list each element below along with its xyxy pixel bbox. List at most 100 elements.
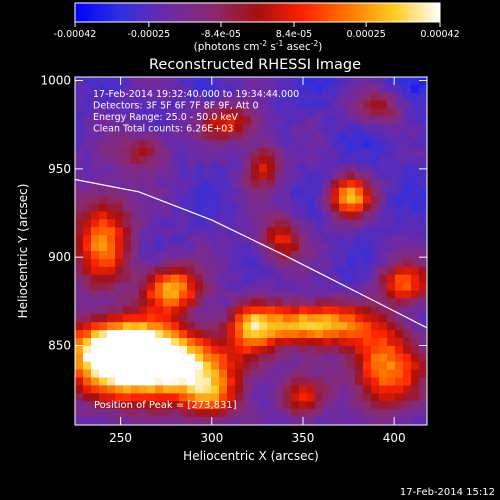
heatmap-cell bbox=[411, 282, 420, 292]
heatmap-cell bbox=[267, 369, 276, 379]
heatmap-cell bbox=[355, 353, 364, 363]
heatmap-cell bbox=[411, 345, 420, 355]
heatmap-cell bbox=[411, 369, 420, 379]
heatmap-cell bbox=[339, 235, 348, 244]
heatmap-cell bbox=[307, 132, 316, 141]
heatmap-cell bbox=[331, 401, 340, 410]
heatmap-cell bbox=[139, 243, 148, 252]
heatmap-cell bbox=[235, 156, 244, 165]
heatmap-cell bbox=[363, 369, 372, 379]
heatmap-cell bbox=[139, 227, 148, 236]
heatmap-cell bbox=[331, 156, 340, 165]
heatmap-cell bbox=[275, 156, 284, 165]
heatmap-cell bbox=[155, 306, 164, 315]
heatmap-cell bbox=[275, 219, 284, 228]
heatmap-cell bbox=[155, 361, 164, 371]
heatmap-cell bbox=[131, 108, 140, 118]
heatmap-cell bbox=[163, 306, 172, 315]
heatmap-cell bbox=[243, 164, 252, 173]
heatmap-cell bbox=[315, 401, 324, 410]
heatmap-cell bbox=[395, 179, 404, 189]
heatmap-cell bbox=[219, 345, 228, 355]
heatmap-cell bbox=[211, 298, 220, 307]
heatmap-cell bbox=[419, 179, 427, 189]
heatmap-cell bbox=[411, 401, 420, 410]
heatmap-cell bbox=[283, 258, 292, 268]
heatmap-cell bbox=[155, 140, 164, 149]
heatmap-cell bbox=[267, 164, 276, 173]
heatmap-cell bbox=[211, 140, 220, 149]
heatmap-cell bbox=[299, 148, 308, 157]
heatmap-cell bbox=[275, 298, 284, 307]
heatmap-cell bbox=[267, 100, 276, 110]
heatmap-cell bbox=[227, 156, 236, 165]
heatmap-cell bbox=[139, 203, 148, 213]
heatmap-cell bbox=[347, 116, 356, 126]
heatmap-cell bbox=[331, 84, 340, 94]
heatmap-cell bbox=[315, 417, 324, 425]
heatmap-cell bbox=[91, 84, 100, 94]
heatmap-cell bbox=[283, 124, 292, 133]
heatmap-cell bbox=[83, 77, 92, 86]
heatmap-cell bbox=[259, 290, 268, 300]
heatmap-cell bbox=[395, 140, 404, 149]
heatmap-cell bbox=[355, 116, 364, 126]
heatmap-cell bbox=[379, 330, 388, 339]
heatmap-cell bbox=[411, 124, 420, 133]
heatmap-cell bbox=[147, 377, 156, 387]
heatmap-cell bbox=[283, 306, 292, 315]
heatmap-cell bbox=[315, 179, 324, 189]
heatmap-cell bbox=[163, 171, 172, 181]
heatmap-cell bbox=[211, 164, 220, 173]
heatmap-cell bbox=[171, 219, 180, 228]
heatmap-cell bbox=[107, 385, 116, 394]
heatmap-cell bbox=[371, 227, 380, 236]
heatmap-cell bbox=[371, 92, 380, 102]
heatmap-cell bbox=[251, 108, 260, 118]
heatmap-cell bbox=[203, 258, 212, 268]
heatmap-cell bbox=[403, 322, 412, 331]
heatmap-cell bbox=[203, 124, 212, 133]
heatmap-cell bbox=[115, 385, 124, 394]
heatmap-cell bbox=[379, 219, 388, 228]
heatmap-cell bbox=[291, 211, 300, 220]
heatmap-cell bbox=[243, 401, 252, 410]
heatmap-cell bbox=[163, 132, 172, 141]
heatmap-cell bbox=[235, 401, 244, 410]
heatmap-cell bbox=[323, 100, 332, 110]
heatmap-cell bbox=[147, 235, 156, 244]
heatmap-cell bbox=[251, 219, 260, 228]
heatmap-cell bbox=[107, 377, 116, 387]
heatmap-cell bbox=[139, 258, 148, 268]
heatmap-cell bbox=[139, 251, 148, 260]
heatmap-cell bbox=[187, 84, 196, 94]
heatmap-cell bbox=[91, 353, 100, 363]
heatmap-cell bbox=[283, 298, 292, 307]
heatmap-cell bbox=[291, 132, 300, 141]
heatmap-cell bbox=[275, 187, 284, 197]
heatmap-cell bbox=[387, 164, 396, 173]
heatmap-cell bbox=[83, 116, 92, 126]
heatmap-cell bbox=[395, 108, 404, 118]
heatmap-cell bbox=[219, 330, 228, 339]
heatmap-cell bbox=[235, 108, 244, 118]
heatmap-cell bbox=[171, 116, 180, 126]
heatmap-cell bbox=[235, 417, 244, 425]
heatmap-cell bbox=[227, 235, 236, 244]
heatmap-cell bbox=[187, 330, 196, 339]
heatmap-cell bbox=[355, 171, 364, 181]
heatmap-cell bbox=[131, 274, 140, 284]
heatmap-cell bbox=[315, 140, 324, 149]
heatmap-cell bbox=[219, 258, 228, 268]
heatmap-cell bbox=[227, 322, 236, 331]
heatmap-cell bbox=[163, 84, 172, 94]
heatmap-cell bbox=[371, 132, 380, 141]
heatmap-cell bbox=[347, 227, 356, 236]
heatmap-cell bbox=[123, 211, 132, 220]
heatmap-cell bbox=[419, 330, 427, 339]
heatmap-cell bbox=[203, 92, 212, 102]
heatmap-cell bbox=[299, 314, 308, 323]
heatmap-cell bbox=[403, 164, 412, 173]
heatmap-cell bbox=[267, 274, 276, 284]
heatmap-cell bbox=[395, 235, 404, 244]
